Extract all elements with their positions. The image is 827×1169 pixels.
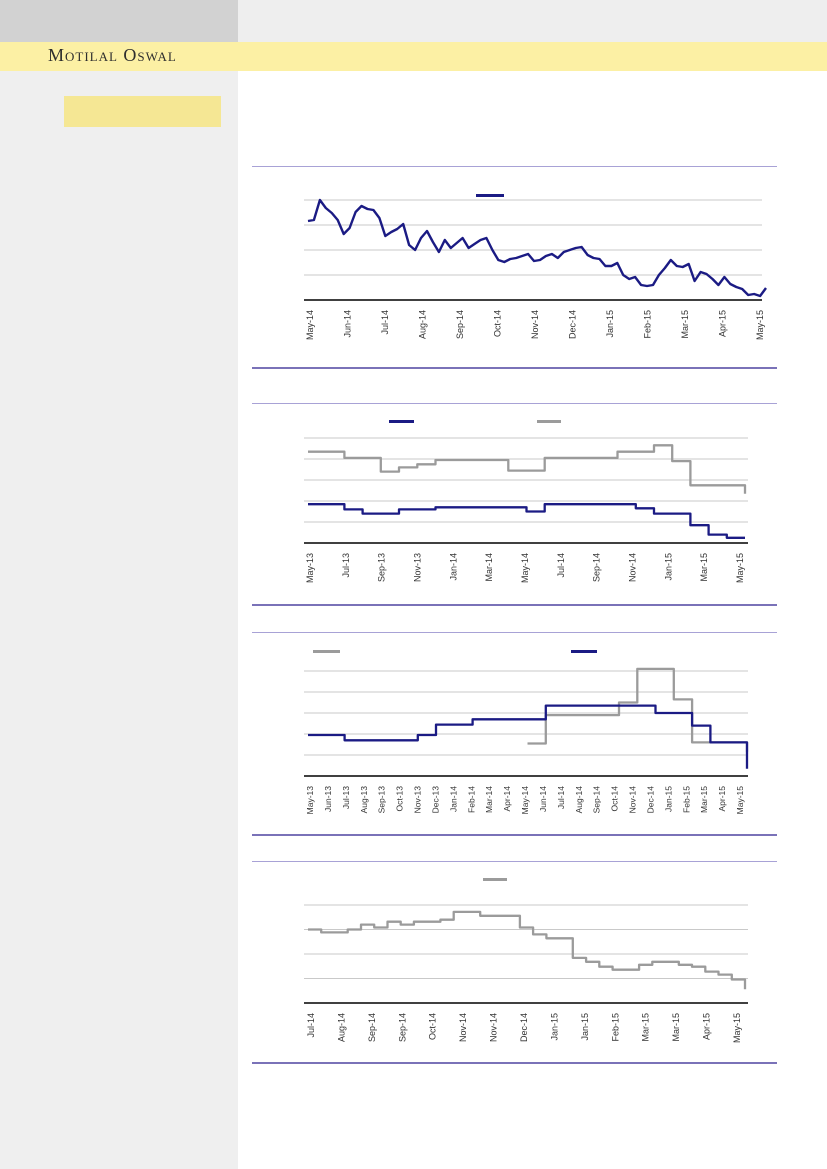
svg-text:Jan-15: Jan-15 [663, 786, 673, 812]
legend-marker [571, 650, 597, 653]
svg-text:Oct-13: Oct-13 [395, 786, 405, 812]
svg-text:Mar-15: Mar-15 [699, 553, 709, 582]
svg-text:Apr-14: Apr-14 [502, 786, 512, 812]
section-rule [252, 367, 777, 369]
svg-text:Jan-14: Jan-14 [448, 786, 458, 812]
svg-text:Jan-14: Jan-14 [448, 553, 458, 581]
svg-text:Nov-14: Nov-14 [628, 786, 638, 814]
svg-text:Mar-15: Mar-15 [641, 1013, 651, 1042]
svg-text:Jul-13: Jul-13 [341, 786, 351, 809]
svg-text:May-15: May-15 [735, 553, 745, 583]
svg-text:Dec-14: Dec-14 [568, 310, 578, 339]
chart-section-1: May-14 Jun-14 Jul-14 Aug-14 Sep-14 Oct-14 Nov-… [252, 167, 777, 367]
svg-text:Mar-15: Mar-15 [680, 310, 690, 339]
svg-text:Dec-13: Dec-13 [430, 786, 440, 814]
svg-text:Apr-15: Apr-15 [718, 310, 728, 337]
sidebar-highlight-box [64, 96, 221, 127]
svg-text:May-15: May-15 [732, 1013, 742, 1043]
svg-text:May-14: May-14 [520, 786, 530, 815]
svg-text:Oct-14: Oct-14 [493, 310, 503, 337]
section-rule [252, 604, 777, 606]
svg-text:Apr-15: Apr-15 [702, 1013, 712, 1040]
svg-text:Nov-13: Nov-13 [413, 786, 423, 814]
svg-text:Jun-13: Jun-13 [323, 786, 333, 812]
section-rule [252, 1062, 777, 1064]
svg-text:Mar-14: Mar-14 [484, 786, 494, 813]
legend-marker [476, 194, 504, 197]
svg-text:Aug-14: Aug-14 [574, 786, 584, 814]
svg-text:Nov-13: Nov-13 [413, 553, 423, 582]
chart-section-4: Jul-14 Aug-14 Sep-14 Sep-14 Oct-14 Nov-14 Nov-… [252, 862, 777, 1062]
svg-text:Nov-14: Nov-14 [530, 310, 540, 339]
brand-band: Motilal Oswal [0, 42, 827, 71]
svg-text:Dec-14: Dec-14 [645, 786, 655, 814]
svg-text:Apr-15: Apr-15 [717, 786, 727, 812]
chart-2-canvas: May-13 Jul-13 Sep-13 Nov-13 Jan-14 Mar-14 May-… [304, 437, 748, 583]
svg-text:Sep-13: Sep-13 [377, 553, 387, 582]
chart-3-canvas: May-13 Jun-13 Jul-13 Aug-13 Sep-13 Oct-13 Nov-… [304, 667, 749, 815]
chart-section-2: May-13 Jul-13 Sep-13 Nov-13 Jan-14 Mar-14 May-… [252, 404, 777, 604]
legend-marker [389, 420, 414, 423]
chart-4-canvas: Jul-14 Aug-14 Sep-14 Sep-14 Oct-14 Nov-14 Nov-… [304, 904, 748, 1043]
svg-text:Aug-14: Aug-14 [418, 310, 428, 339]
legend-marker [537, 420, 561, 423]
svg-text:Jan-15: Jan-15 [663, 553, 673, 581]
svg-text:May-15: May-15 [755, 310, 765, 340]
legend-marker [483, 878, 507, 881]
svg-text:Oct-14: Oct-14 [428, 1013, 438, 1040]
svg-text:Nov-14: Nov-14 [458, 1013, 468, 1042]
svg-text:Jul-14: Jul-14 [306, 1013, 316, 1038]
svg-text:Jul-14: Jul-14 [556, 786, 566, 809]
svg-text:Mar-15: Mar-15 [699, 786, 709, 813]
svg-text:Aug-14: Aug-14 [336, 1013, 346, 1042]
svg-text:Sep-14: Sep-14 [592, 786, 602, 814]
svg-text:Feb-14: Feb-14 [466, 786, 476, 813]
svg-text:Jul-13: Jul-13 [341, 553, 351, 578]
svg-text:May-13: May-13 [305, 786, 315, 815]
svg-text:Aug-13: Aug-13 [359, 786, 369, 814]
svg-text:May-13: May-13 [305, 553, 315, 583]
chart-1-canvas: May-14 Jun-14 Jul-14 Aug-14 Sep-14 Oct-14 Nov-… [304, 198, 767, 340]
svg-text:Sep-14: Sep-14 [397, 1013, 407, 1042]
svg-text:Feb-15: Feb-15 [643, 310, 653, 339]
svg-text:Mar-14: Mar-14 [484, 553, 494, 582]
svg-text:Feb-15: Feb-15 [681, 786, 691, 813]
svg-text:Sep-13: Sep-13 [377, 786, 387, 814]
legend-marker [313, 650, 340, 653]
svg-text:Mar-15: Mar-15 [671, 1013, 681, 1042]
svg-text:Feb-15: Feb-15 [610, 1013, 620, 1042]
svg-text:Jun-14: Jun-14 [538, 786, 548, 812]
svg-text:Nov-14: Nov-14 [628, 553, 638, 582]
company-logo: Motilal Oswal [48, 45, 177, 65]
left-sidebar [0, 71, 238, 1169]
svg-text:May-14: May-14 [520, 553, 530, 583]
svg-text:May-15: May-15 [735, 786, 745, 815]
svg-text:May-14: May-14 [305, 310, 315, 340]
svg-text:Jan-15: Jan-15 [605, 310, 615, 338]
svg-text:Dec-14: Dec-14 [519, 1013, 529, 1042]
svg-text:Jul-14: Jul-14 [556, 553, 566, 578]
svg-text:Sep-14: Sep-14 [455, 310, 465, 339]
header-left-block [0, 0, 238, 42]
svg-text:Sep-14: Sep-14 [367, 1013, 377, 1042]
svg-text:Jul-14: Jul-14 [380, 310, 390, 335]
svg-text:Jan-15: Jan-15 [580, 1013, 590, 1041]
svg-text:Jan-15: Jan-15 [549, 1013, 559, 1041]
header-right-block [238, 0, 827, 42]
svg-text:Oct-14: Oct-14 [610, 786, 620, 812]
svg-text:Nov-14: Nov-14 [489, 1013, 499, 1042]
chart-section-3: May-13 Jun-13 Jul-13 Aug-13 Sep-13 Oct-13 Nov-… [252, 633, 777, 834]
svg-text:Sep-14: Sep-14 [592, 553, 602, 582]
section-rule [252, 834, 777, 836]
svg-text:Jun-14: Jun-14 [343, 310, 353, 338]
